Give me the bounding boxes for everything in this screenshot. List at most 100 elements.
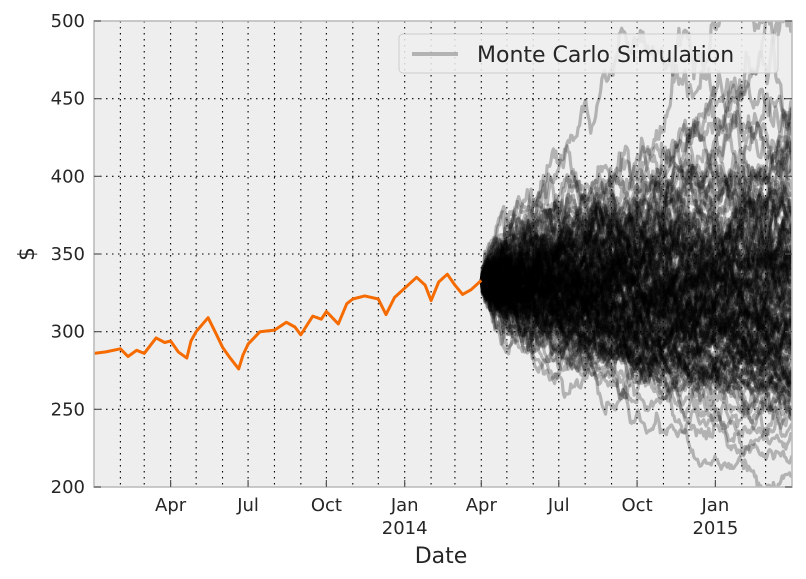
simulation-path [479, 228, 792, 320]
simulation-path [479, 215, 792, 317]
simulation-path [479, 69, 792, 300]
simulation-path [480, 224, 792, 324]
simulation-path [479, 203, 792, 293]
simulation-path [479, 267, 792, 431]
simulation-path [479, 234, 792, 335]
simulation-path [479, 148, 792, 281]
simulation-path [480, 266, 792, 400]
simulation-path [480, 148, 792, 315]
simulation-path [479, 269, 792, 487]
simulation-path [479, 225, 792, 312]
simulation-path [479, 270, 792, 385]
simulation-path [479, 243, 792, 411]
simulation-path [479, 276, 792, 465]
simulation-path [479, 244, 792, 333]
simulation-path [480, 236, 792, 394]
simulation-path [480, 214, 792, 308]
simulation-path [479, 203, 792, 364]
simulation-path [480, 246, 792, 352]
simulation-path [479, 243, 792, 325]
simulation-path [479, 221, 792, 349]
x-tick-label: Jul [547, 495, 570, 516]
simulation-path [480, 277, 792, 419]
simulation-path [480, 264, 792, 356]
x-tick-label: Oct [622, 495, 653, 516]
simulation-path [479, 140, 792, 320]
simulation-path [479, 238, 792, 410]
simulation-path [480, 268, 792, 402]
simulation-path [479, 265, 792, 405]
simulation-path [480, 245, 792, 333]
simulation-path [479, 264, 792, 413]
simulation-path [480, 253, 792, 367]
simulation-path [479, 187, 792, 372]
simulation-path [480, 252, 792, 371]
grid [94, 21, 792, 487]
simulation-path [480, 234, 792, 330]
simulation-path [479, 218, 792, 394]
simulation-path [479, 260, 792, 378]
simulation-path [479, 184, 792, 293]
simulation-path [479, 240, 792, 327]
simulation-path [479, 279, 792, 382]
simulation-path [479, 221, 792, 316]
simulation-path [479, 235, 792, 363]
simulation-path [479, 63, 792, 312]
simulation-path [480, 238, 792, 334]
simulation-path [479, 256, 792, 327]
simulation-path [480, 220, 792, 317]
simulation-path [479, 184, 792, 301]
simulation-path [479, 110, 792, 311]
y-axis: 200 250 300 350 400 450 500 [51, 11, 792, 498]
simulation-path [479, 184, 792, 317]
simulation-path [480, 219, 792, 327]
simulation-path [480, 263, 792, 352]
simulation-path [480, 275, 792, 368]
simulation-path [479, 249, 792, 322]
simulation-path [480, 273, 792, 388]
simulation-path [480, 269, 792, 365]
simulation-path [479, 265, 792, 346]
historical-price-line [94, 272, 483, 371]
simulation-path [479, 257, 792, 366]
simulation-path [479, 236, 792, 303]
simulation-path [479, 163, 792, 286]
simulation-path [479, 232, 792, 377]
simulation-path [480, 219, 792, 395]
simulation-path [479, 257, 792, 388]
simulation-path [480, 245, 792, 387]
series-lines [94, 272, 483, 371]
simulation-path [479, 252, 792, 321]
simulation-path [480, 212, 792, 356]
simulation-path [479, 259, 792, 387]
x-tick-label: Jan [701, 495, 730, 516]
simulation-path [479, 238, 792, 355]
simulation-paths [479, 21, 792, 487]
x-tick-label: Jan [390, 495, 419, 516]
x-tick-label: Apr [466, 495, 498, 516]
simulation-path [480, 136, 792, 320]
x-tick-label: Jul [236, 495, 259, 516]
simulation-path [480, 207, 792, 353]
y-tick-label: 400 [51, 166, 85, 187]
simulation-path [479, 267, 792, 387]
x-tick-label: Oct [311, 495, 342, 516]
y-tick-label: 450 [51, 89, 85, 110]
simulation-path [479, 239, 792, 363]
simulation-path [479, 160, 792, 281]
legend-label: Monte Carlo Simulation [477, 43, 734, 68]
simulation-path [479, 197, 792, 343]
simulation-path [480, 125, 792, 298]
y-tick-label: 500 [51, 11, 85, 32]
simulation-path [479, 175, 792, 324]
x-tick-label: Apr [155, 495, 187, 516]
simulation-path [479, 215, 792, 345]
simulation-path [480, 257, 792, 381]
simulation-path [479, 100, 792, 302]
simulation-path [479, 280, 792, 385]
x-tick-sublabel: 2014 [382, 518, 428, 539]
simulation-path [479, 235, 792, 313]
simulation-path [479, 244, 792, 401]
